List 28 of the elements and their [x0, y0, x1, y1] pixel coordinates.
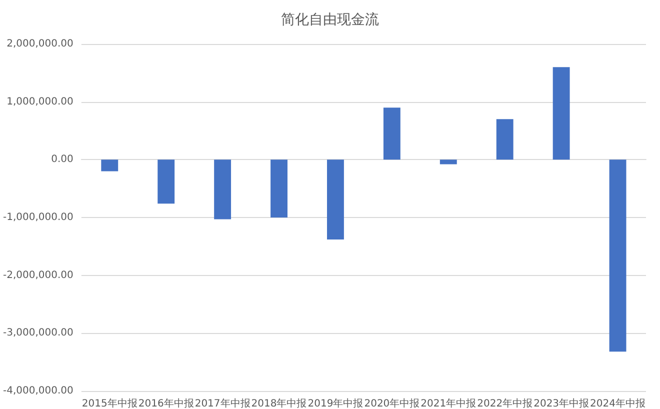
chart-title: 简化自由现金流 [281, 12, 379, 28]
bar [440, 160, 457, 164]
bar [101, 160, 118, 172]
x-tick-label: 2015年中报 [82, 398, 138, 409]
bar [158, 160, 175, 204]
x-tick-label: 2019年中报 [308, 398, 364, 409]
y-tick-label: -4,000,000.00 [3, 386, 74, 396]
x-tick-label: 2020年中报 [364, 398, 420, 409]
x-tick-label: 2016年中报 [138, 398, 194, 409]
bar [496, 119, 514, 160]
y-tick-label: -1,000,000.00 [3, 212, 74, 223]
bar [270, 160, 288, 218]
y-tick-label: 2,000,000.00 [6, 38, 74, 50]
x-tick-label: 2017年中报 [194, 398, 250, 409]
y-tick-label: 1,000,000.00 [6, 96, 74, 108]
y-tick-label: 0.00 [51, 154, 74, 166]
bar [383, 108, 400, 160]
bar [327, 160, 344, 240]
x-tick-label: 2018年中报 [251, 398, 307, 409]
x-tick-label: 2021年中报 [420, 398, 476, 409]
y-tick-label: -3,000,000.00 [3, 328, 74, 339]
bar [609, 160, 626, 352]
y-tick-label: -2,000,000.00 [3, 270, 74, 281]
bar [552, 67, 570, 160]
x-tick-label: 2023年中报 [534, 398, 590, 409]
x-tick-label: 2022年中报 [477, 398, 533, 409]
x-tick-label: 2024年中报 [590, 398, 646, 409]
bar [214, 160, 232, 220]
